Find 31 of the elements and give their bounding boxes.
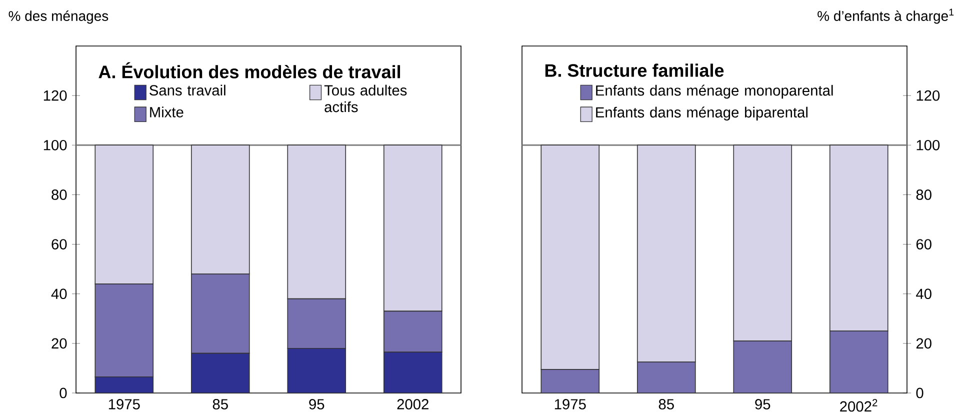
x-tick-label: 95 (755, 399, 770, 410)
y-tick-label: 120 (44, 90, 67, 101)
x-tick-label: 1975 (554, 399, 586, 410)
legend-label: Mixte (150, 106, 184, 118)
y-tick-label: 20 (52, 338, 67, 349)
legend-label: Sans travail (150, 84, 226, 96)
x-tick-label: 2002 (397, 399, 428, 410)
x-tick-label: 85 (212, 399, 228, 410)
y2-tick-label: 60 (916, 239, 932, 250)
y2-tick-label: 80 (916, 190, 932, 200)
y2-tick-label: 40 (916, 288, 932, 300)
text: A. Évolution des modèles de travail (98, 62, 400, 78)
y-tick-label: 40 (51, 288, 67, 300)
y-tick-label: 80 (52, 190, 67, 200)
y2-tick-label: 100 (916, 140, 940, 150)
x-tick-label: 85 (658, 399, 674, 410)
x-tick-label: 1975 (108, 399, 140, 410)
y-axis-title: % des ménages (8, 10, 108, 24)
y-tick-label: 60 (52, 239, 67, 250)
y-tick-label: 100 (44, 140, 67, 150)
x-tick-label: 95 (309, 399, 324, 410)
y-tick-label: 0 (60, 388, 67, 398)
y2-tick-label: 20 (916, 338, 932, 349)
legend-label: Enfants dans ménage biparental (596, 106, 808, 120)
y2-axis-title: % d’enfants à charge$^{1}$ (818, 8, 954, 24)
legend-label: Tous adultes actifs (324, 84, 407, 112)
text: B. Structure familiale (545, 64, 724, 77)
y2-tick-label: 0 (916, 388, 924, 398)
legend-label: Enfants dans ménage monoparental (596, 84, 833, 99)
y2-tick-label: 120 (916, 90, 940, 101)
x-tick-label: 2002$^{2}$ (840, 399, 878, 412)
